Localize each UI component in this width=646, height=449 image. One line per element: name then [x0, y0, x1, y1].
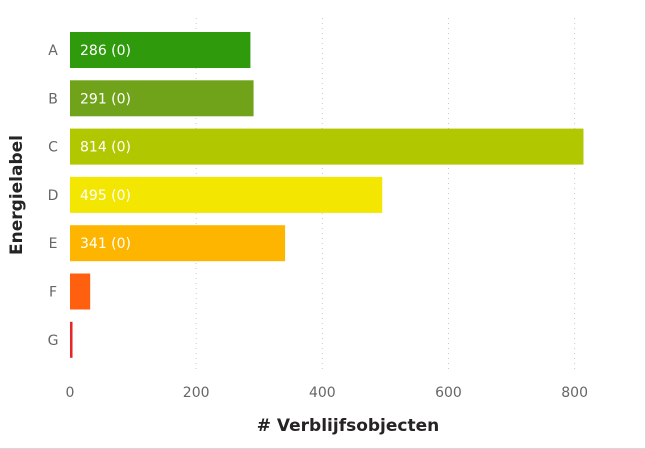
bar-F[interactable]	[70, 273, 91, 310]
data-label-D: 495 (0)	[80, 188, 131, 204]
x-tick-label-600: 600	[435, 385, 462, 401]
data-label-B: 291 (0)	[80, 91, 131, 107]
bar-G[interactable]	[70, 321, 73, 358]
bar-E[interactable]	[70, 225, 286, 262]
category-label-F: F	[49, 285, 57, 301]
data-labels: 286 (0) 291 (0) 814 (0) 495 (0) 341 (0)	[80, 43, 131, 252]
x-tick-label-200: 200	[183, 385, 210, 401]
data-label-A: 286 (0)	[80, 43, 131, 59]
category-label-G: G	[48, 333, 59, 349]
bar-A[interactable]	[70, 32, 251, 68]
category-label-E: E	[49, 236, 58, 252]
bars	[70, 32, 584, 358]
bar-D[interactable]	[70, 176, 383, 213]
x-tick-labels: 0 200 400 600 800	[66, 385, 588, 401]
x-axis-title: # Verblijfsobjecten	[257, 416, 440, 436]
grid-lines	[195, 18, 576, 372]
bar-C[interactable]	[70, 128, 584, 165]
category-label-B: B	[48, 91, 58, 107]
x-tick-label-400: 400	[309, 385, 336, 401]
data-label-C: 814 (0)	[80, 140, 131, 156]
category-labels: A B C D E F G	[48, 43, 59, 349]
data-label-E: 341 (0)	[80, 236, 131, 252]
x-tick-label-0: 0	[66, 385, 75, 401]
category-label-A: A	[48, 43, 58, 59]
y-axis-title: Energielabel	[7, 135, 27, 255]
category-label-D: D	[48, 188, 59, 204]
category-label-C: C	[48, 140, 58, 156]
bar-B[interactable]	[70, 80, 254, 117]
x-tick-label-800: 800	[561, 385, 588, 401]
